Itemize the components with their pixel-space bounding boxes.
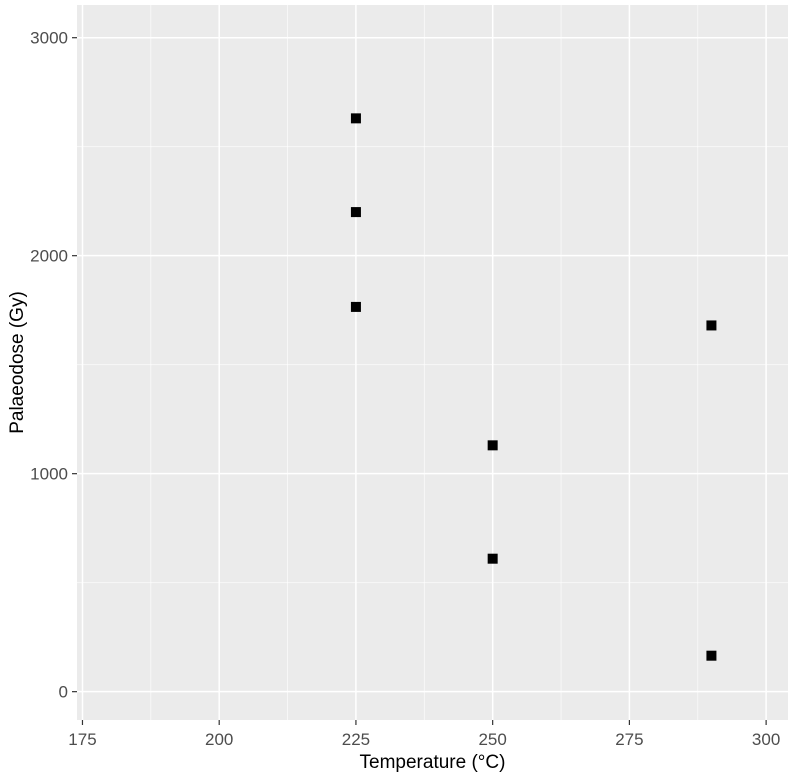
- x-axis-title: Temperature (°C): [360, 752, 506, 773]
- x-axis-tick-labels: 175 200 225 250 275 300: [68, 730, 780, 749]
- data-point: [487, 553, 498, 564]
- x-tick-label: 225: [342, 730, 370, 749]
- x-tick-label: 300: [752, 730, 780, 749]
- axis-ticks: [72, 37, 767, 725]
- x-tick-label: 250: [478, 730, 506, 749]
- y-tick-label: 0: [59, 683, 68, 702]
- data-points: [350, 113, 717, 661]
- data-point: [706, 650, 717, 661]
- major-gridlines: [77, 5, 788, 720]
- x-tick-label: 200: [205, 730, 233, 749]
- y-tick-label: 3000: [30, 29, 68, 48]
- y-axis-tick-labels: 0 1000 2000 3000: [30, 29, 68, 702]
- y-tick-label: 1000: [30, 465, 68, 484]
- data-point: [350, 113, 361, 124]
- minor-gridlines: [77, 5, 788, 720]
- plot-panel: [77, 5, 788, 720]
- data-point: [350, 207, 361, 218]
- x-tick-label: 275: [615, 730, 643, 749]
- data-point: [706, 320, 717, 331]
- y-axis-title: Palaeodose (Gy): [7, 291, 28, 434]
- x-tick-label: 175: [68, 730, 96, 749]
- data-point: [487, 440, 498, 451]
- data-point: [350, 301, 361, 312]
- y-tick-label: 2000: [30, 247, 68, 266]
